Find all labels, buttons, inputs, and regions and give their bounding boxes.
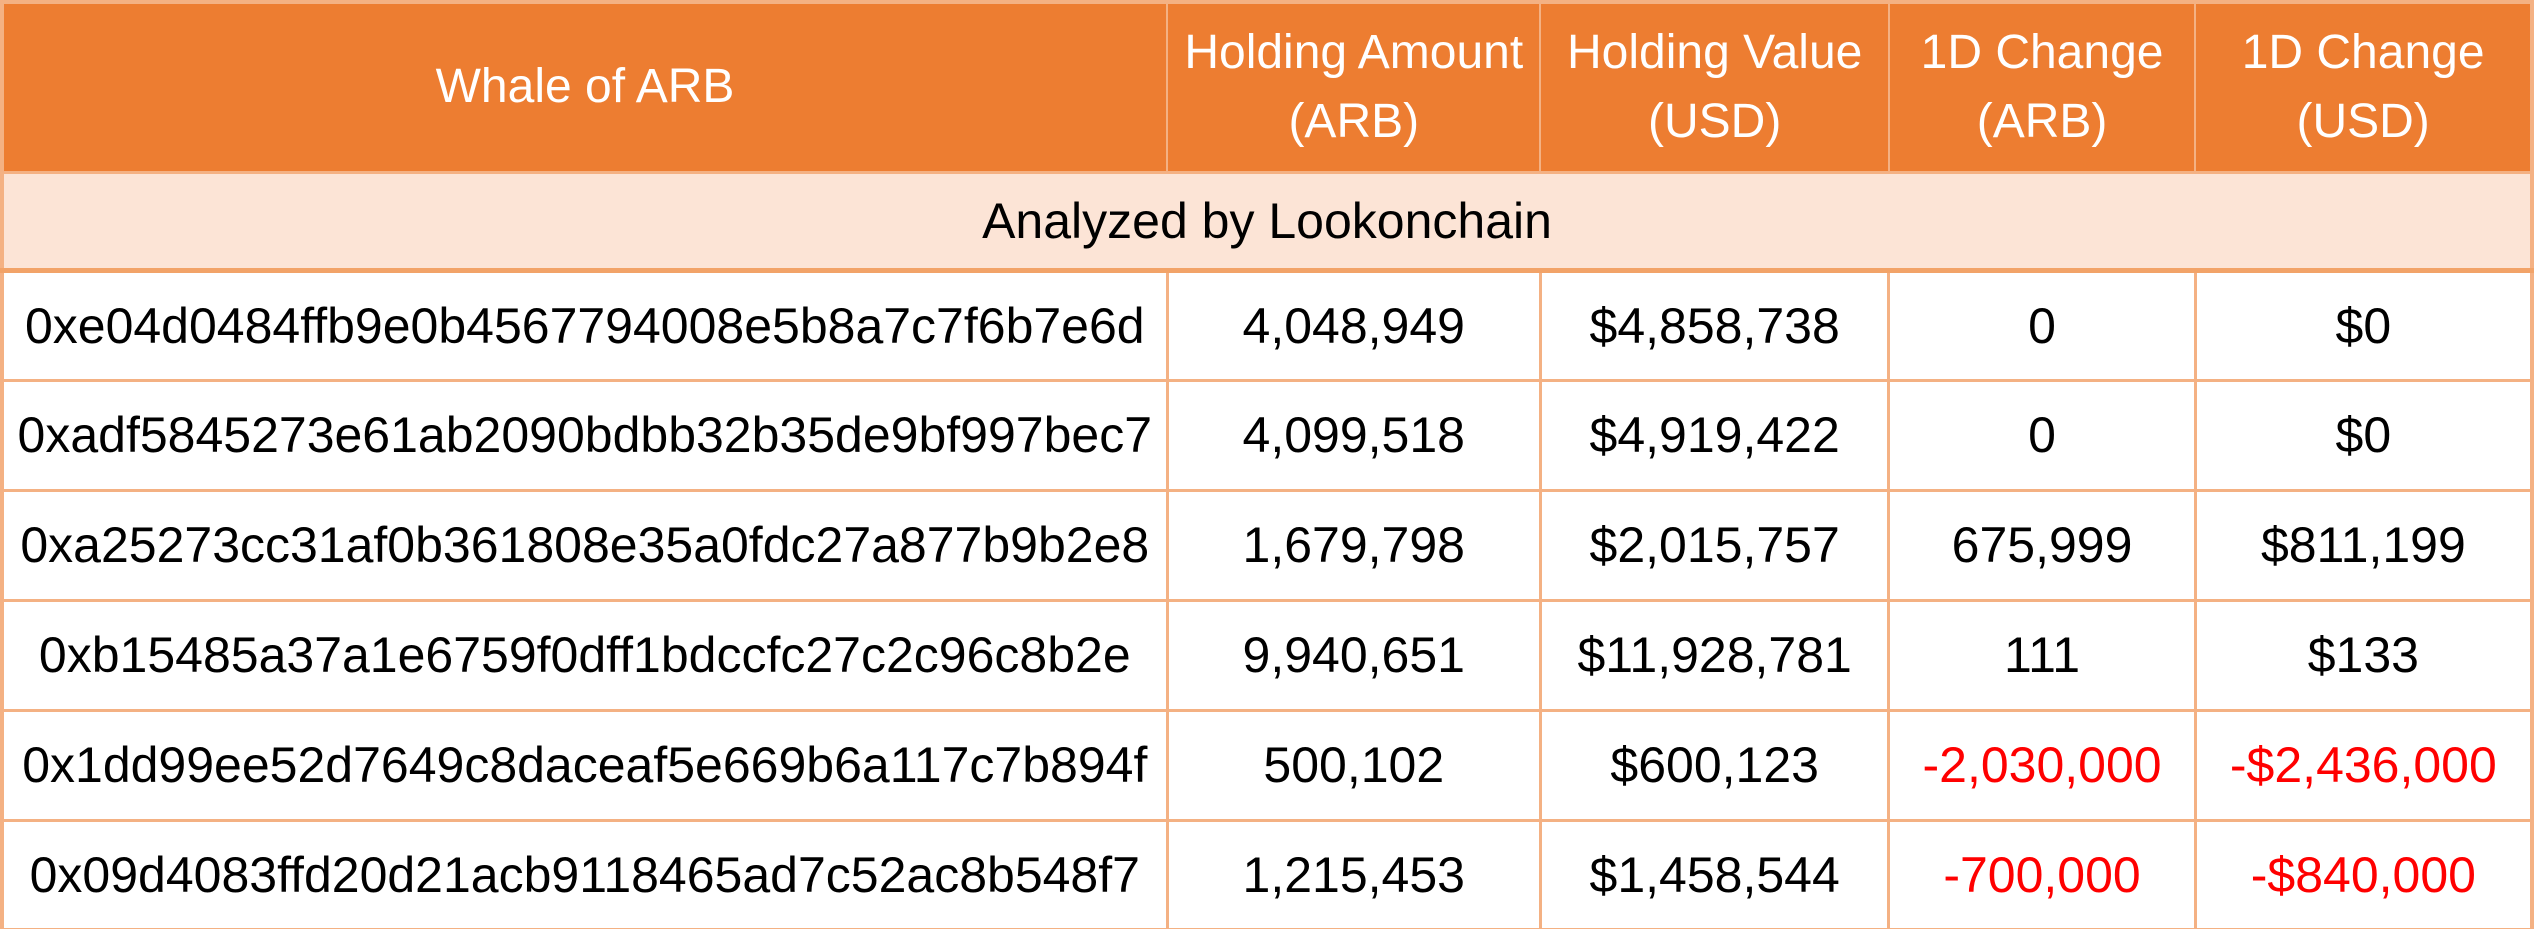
change-usd-cell: $133 xyxy=(2193,598,2534,712)
wallet-address-cell: 0xe04d0484ffb9e0b4567794008e5b8a7c7f6b7e… xyxy=(0,268,1169,382)
holding-amount-cell: 500,102 xyxy=(1165,708,1542,822)
col-header-holding-amount-arb: Holding Amount (ARB) xyxy=(1166,1,1542,173)
wallet-address-cell: 0xb15485a37a1e6759f0dff1bdccfc27c2c96c8b… xyxy=(0,598,1169,712)
table-title-text: Whale of ARB xyxy=(435,60,735,114)
holding-value-cell: $11,928,781 xyxy=(1538,598,1891,712)
change-arb-cell: 111 xyxy=(1887,598,2197,712)
holding-amount-cell: 4,048,949 xyxy=(1165,268,1542,382)
holding-value-cell: $4,858,738 xyxy=(1538,268,1891,382)
change-arb-cell: 0 xyxy=(1887,268,2197,382)
table-row: 0xa25273cc31af0b361808e35a0fdc27a877b9b2… xyxy=(0,488,2534,602)
table-row: 0xe04d0484ffb9e0b4567794008e5b8a7c7f6b7e… xyxy=(0,268,2534,382)
holding-amount-cell: 1,679,798 xyxy=(1165,488,1542,602)
change-arb-cell: 675,999 xyxy=(1887,488,2197,602)
holding-amount-cell: 1,215,453 xyxy=(1165,818,1542,929)
holding-value-cell: $4,919,422 xyxy=(1538,378,1891,492)
table-row: 0x09d4083ffd20d21acb9118465ad7c52ac8b548… xyxy=(0,818,2534,929)
wallet-address-cell: 0x09d4083ffd20d21acb9118465ad7c52ac8b548… xyxy=(0,818,1169,929)
col-header-holding-value-usd: Holding Value (USD) xyxy=(1539,1,1890,173)
table-row: 0x1dd99ee52d7649c8daceaf5e669b6a117c7b89… xyxy=(0,708,2534,822)
change-usd-cell: -$840,000 xyxy=(2193,818,2534,929)
table-row: 0xadf5845273e61ab2090bdbb32b35de9bf997be… xyxy=(0,378,2534,492)
change-usd-cell: $811,199 xyxy=(2193,488,2534,602)
col-header-1d-change-usd: 1D Change (USD) xyxy=(2194,1,2533,173)
holding-amount-cell: 9,940,651 xyxy=(1165,598,1542,712)
wallet-address-cell: 0xa25273cc31af0b361808e35a0fdc27a877b9b2… xyxy=(0,488,1169,602)
table-row: 0xb15485a37a1e6759f0dff1bdccfc27c2c96c8b… xyxy=(0,598,2534,712)
wallet-address-cell: 0xadf5845273e61ab2090bdbb32b35de9bf997be… xyxy=(0,378,1169,492)
holding-value-cell: $600,123 xyxy=(1538,708,1891,822)
change-usd-cell: $0 xyxy=(2193,268,2534,382)
change-arb-cell: 0 xyxy=(1887,378,2197,492)
change-usd-cell: $0 xyxy=(2193,378,2534,492)
header-row: Whale of ARB Holding Amount (ARB) Holdin… xyxy=(0,1,2533,173)
analyzed-by-banner: Analyzed by Lookonchain xyxy=(0,170,2534,273)
wallet-address-cell: 0x1dd99ee52d7649c8daceaf5e669b6a117c7b89… xyxy=(0,708,1169,822)
change-arb-cell: -2,030,000 xyxy=(1887,708,2197,822)
banner-row: Analyzed by Lookonchain xyxy=(0,170,2534,273)
holding-amount-cell: 4,099,518 xyxy=(1165,378,1542,492)
change-usd-cell: -$2,436,000 xyxy=(2193,708,2534,822)
change-arb-cell: -700,000 xyxy=(1887,818,2197,929)
table-title: Whale of ARB xyxy=(0,1,1169,173)
holding-value-cell: $2,015,757 xyxy=(1538,488,1891,602)
col-header-1d-change-arb: 1D Change (ARB) xyxy=(1887,1,2197,173)
holding-value-cell: $1,458,544 xyxy=(1538,818,1891,929)
